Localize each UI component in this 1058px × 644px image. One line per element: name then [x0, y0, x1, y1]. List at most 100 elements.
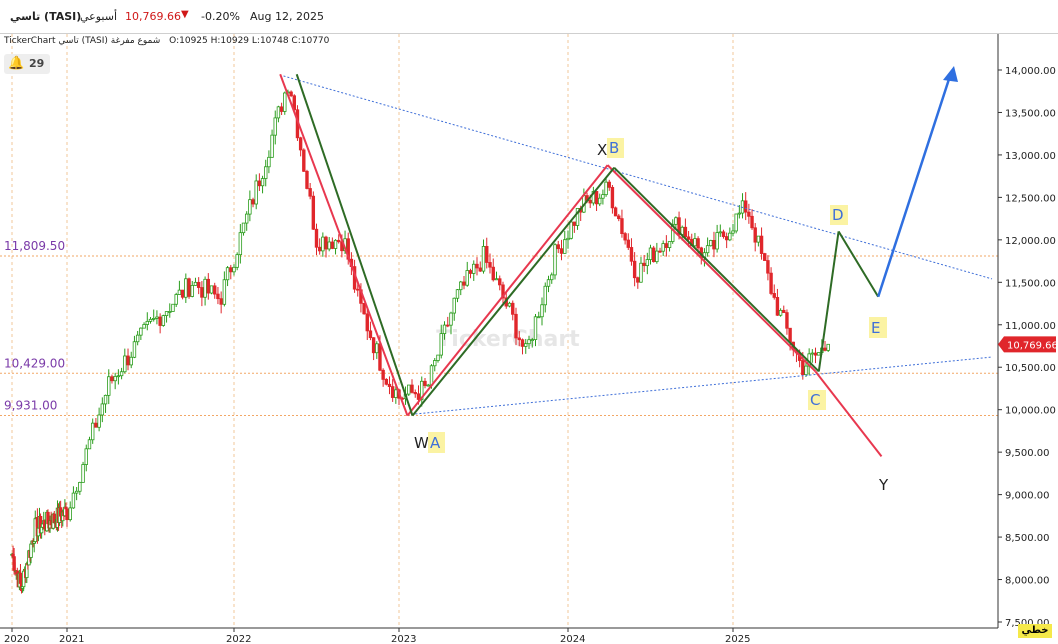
candle-body — [715, 232, 719, 250]
candle-body — [251, 199, 255, 205]
wave-line-green — [817, 231, 840, 372]
candle-body — [563, 239, 567, 254]
candle-body — [747, 211, 751, 217]
candle-body — [655, 250, 659, 263]
level-value-label: 11,809.50 — [4, 239, 65, 253]
candle-body — [623, 233, 627, 241]
candle-body — [330, 241, 335, 249]
candle-body — [569, 221, 573, 239]
candle-body — [116, 375, 121, 378]
candle-body — [171, 303, 175, 312]
candle-body — [524, 343, 528, 347]
candle-body — [129, 356, 133, 366]
candle-body — [728, 232, 732, 241]
wave-line-green — [411, 167, 615, 417]
candle-body — [90, 422, 95, 441]
candle-body — [810, 352, 815, 355]
candle-body — [184, 278, 188, 298]
alert-count: 29 — [29, 57, 45, 70]
price-tick-label: 10,000.00 — [1005, 406, 1056, 417]
candle-body — [527, 339, 531, 345]
candle-body — [103, 394, 108, 405]
bell-icon: 🔔 — [8, 56, 25, 71]
candle-body — [241, 222, 246, 234]
level-value-label: 9,931.00 — [4, 399, 57, 413]
candle-body — [327, 241, 331, 250]
candle-body — [84, 448, 88, 465]
candle-body — [775, 297, 780, 316]
candle-body — [29, 543, 33, 558]
candle-body — [439, 333, 443, 356]
candle-body — [475, 263, 479, 269]
current-price-tag — [998, 336, 1056, 353]
candle-body — [642, 262, 646, 267]
candle-body — [813, 352, 818, 356]
candle-body — [520, 339, 525, 347]
wave-line-red — [279, 73, 409, 416]
candle-body — [481, 245, 486, 272]
candle-body — [119, 371, 124, 377]
candle-body — [823, 347, 827, 351]
candle-body — [229, 267, 233, 273]
candle-body — [632, 260, 637, 279]
candle-body — [763, 253, 767, 261]
candle-body — [788, 327, 792, 343]
candle-body — [709, 240, 713, 247]
candle-body — [74, 490, 79, 494]
candle-body — [394, 389, 398, 398]
wave-label-y: Y — [878, 476, 889, 494]
candle-body — [206, 278, 211, 294]
candle-body — [244, 213, 249, 224]
candle-body — [594, 190, 599, 205]
candle-body — [436, 354, 440, 361]
wave-label-bg — [607, 138, 624, 158]
candle-body — [610, 186, 615, 209]
wave-label-bg — [869, 317, 887, 338]
price-axis-bg — [998, 34, 1058, 628]
candle-body — [100, 403, 105, 416]
chart-type-button[interactable]: خطي — [1018, 624, 1052, 638]
alert-button[interactable]: 🔔 29 — [4, 54, 50, 74]
candle-body — [145, 320, 149, 325]
upper-trendline — [283, 75, 993, 280]
time-tick-label: 2023 — [391, 634, 416, 644]
candle-body — [507, 302, 512, 307]
candle-body — [591, 190, 596, 204]
lower-trendline — [407, 356, 993, 416]
candle-body — [543, 285, 547, 306]
chart-info-bar: TickerChart تاسي (TASI) شموع مفرغة O:109… — [4, 36, 329, 46]
candle-body — [636, 277, 640, 283]
candle-body — [267, 156, 271, 168]
candle-body — [132, 341, 137, 358]
wave-line-red — [406, 164, 609, 417]
candle-body — [289, 91, 293, 97]
candle-body — [485, 245, 489, 263]
candle-body — [488, 262, 492, 268]
candle-body — [617, 215, 621, 220]
candle-body — [514, 313, 518, 339]
candle-body — [314, 228, 319, 248]
candle-body — [598, 197, 602, 205]
chart-source: TickerChart تاسي (TASI) شموع مفرغة — [4, 36, 161, 46]
candle-body — [368, 330, 373, 339]
candle-body — [283, 92, 287, 112]
interval-label[interactable]: أسبوعي — [80, 10, 118, 23]
candle-body — [769, 272, 773, 294]
candle-body — [724, 236, 729, 241]
wave-line-red — [606, 164, 817, 373]
candle-body — [164, 311, 169, 316]
candle-body — [337, 239, 341, 243]
symbol-name[interactable]: تاسي (TASI) — [10, 10, 82, 23]
candle-body — [433, 360, 437, 367]
candle-body — [264, 166, 268, 179]
candle-body — [384, 378, 389, 385]
candle-body — [626, 239, 630, 248]
price-tick-label: 9,500.00 — [1005, 448, 1050, 459]
candle-body — [661, 243, 665, 252]
candle-body — [826, 343, 830, 351]
candle-body — [142, 324, 146, 329]
wave-label-b: B — [609, 139, 619, 157]
candle-body — [782, 309, 786, 314]
candle-body — [648, 247, 653, 260]
